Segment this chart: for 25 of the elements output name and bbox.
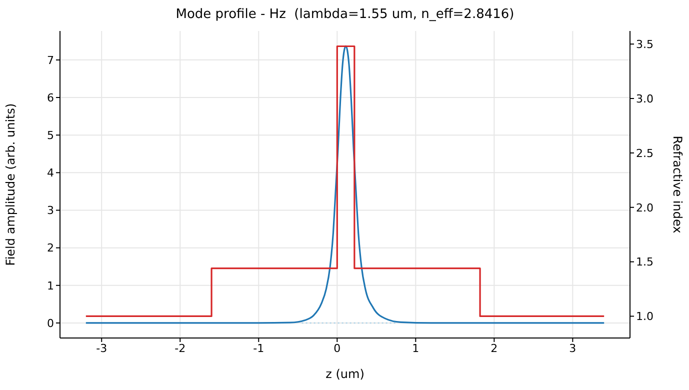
y-axis-title: Field amplitude (arb. units) (3, 103, 18, 266)
x-tick-label: 3 (569, 342, 576, 355)
chart-title: Mode profile - Hz (lambda=1.55 um, n_eff=2.8416) (174, 7, 516, 22)
x-tick-label: 1 (412, 342, 420, 355)
y2-tick-label: 3.0 (636, 92, 654, 106)
y2-tick-label: 1.5 (636, 256, 654, 269)
x-tick-label: -1 (253, 342, 264, 355)
x-tick-label: -2 (174, 342, 186, 355)
y2-axis-title: Refractive index (670, 136, 684, 234)
x-axis-title: z (um) (326, 367, 364, 381)
y-tick-label: 4 (47, 166, 54, 180)
y-tick-label: 5 (47, 128, 54, 142)
y2-tick-label: 2.5 (636, 146, 654, 160)
x-tick-label: 0 (334, 342, 341, 355)
y-tick-label: 7 (47, 54, 54, 67)
y-tick-label: 1 (47, 279, 54, 292)
y2-tick-label: 2.0 (636, 201, 654, 214)
y-tick-label: 6 (47, 91, 54, 104)
x-tick-label: 2 (490, 342, 498, 355)
y2-tick-label: 1.0 (636, 310, 654, 324)
y2-tick-label: 3.5 (636, 38, 654, 51)
y-tick-label: 2 (47, 242, 54, 255)
y-tick-label: 3 (47, 204, 54, 218)
y-tick-label: 0 (47, 316, 54, 330)
x-tick-label: -3 (96, 342, 108, 355)
